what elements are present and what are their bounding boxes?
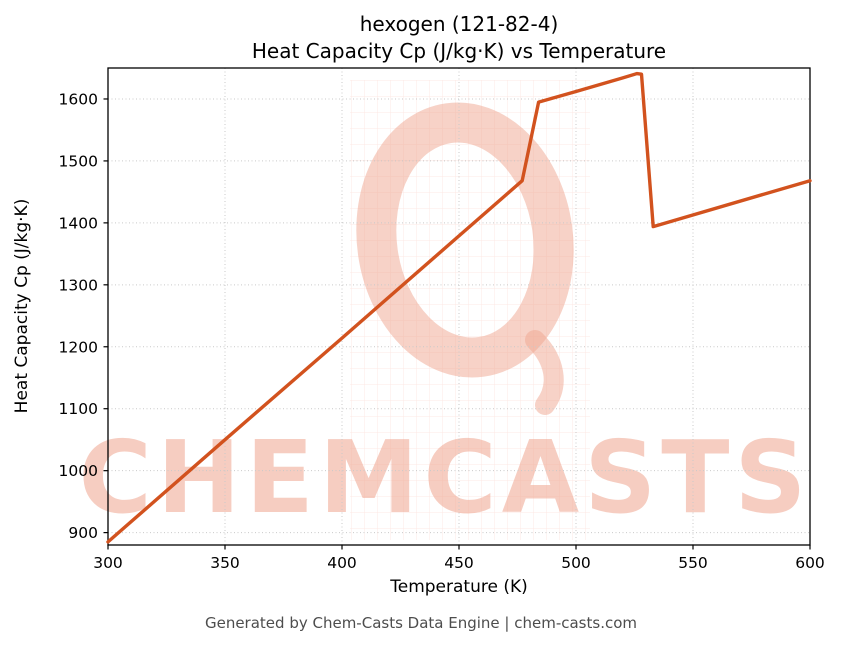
tick-label-layer: 300 350 400 450 500 550 600 900 1000 1100 1200 1300… xyxy=(59,90,825,572)
x-tick-label: 600 xyxy=(795,554,825,572)
chart-title-line2: Heat Capacity Cp (J/kg·K) vs Temperature xyxy=(252,39,666,63)
x-tick-label: 500 xyxy=(561,554,591,572)
chart-title-line1: hexogen (121-82-4) xyxy=(360,12,559,36)
series-layer xyxy=(106,71,812,544)
watermark-logo-ring xyxy=(356,102,574,378)
cp-line-series xyxy=(106,71,812,544)
x-tick-label: 550 xyxy=(678,554,708,572)
watermark-logo-tail xyxy=(525,330,564,415)
x-tick-label: 350 xyxy=(210,554,240,572)
y-tick-label: 1100 xyxy=(59,400,98,418)
y-tick-label: 900 xyxy=(68,524,98,542)
y-tick-label: 1400 xyxy=(59,214,98,232)
y-tick-label: 1000 xyxy=(59,462,98,480)
x-axis-label: Temperature (K) xyxy=(389,577,528,597)
y-axis-label: Heat Capacity Cp (J/kg·K) xyxy=(12,199,32,414)
watermark: CHEMCASTS xyxy=(79,80,812,540)
y-tick-label: 1500 xyxy=(59,152,98,170)
y-tick-label: 1200 xyxy=(59,338,98,356)
y-tick-label: 1600 xyxy=(59,90,98,108)
y-tick-label: 1300 xyxy=(59,276,98,294)
x-tick-label: 300 xyxy=(93,554,123,572)
footer-credit: Generated by Chem-Casts Data Engine | ch… xyxy=(205,614,637,632)
watermark-text: CHEMCASTS xyxy=(79,419,812,536)
x-tick-label: 450 xyxy=(444,554,474,572)
x-tick-label: 400 xyxy=(327,554,357,572)
tick-layer xyxy=(103,98,811,550)
